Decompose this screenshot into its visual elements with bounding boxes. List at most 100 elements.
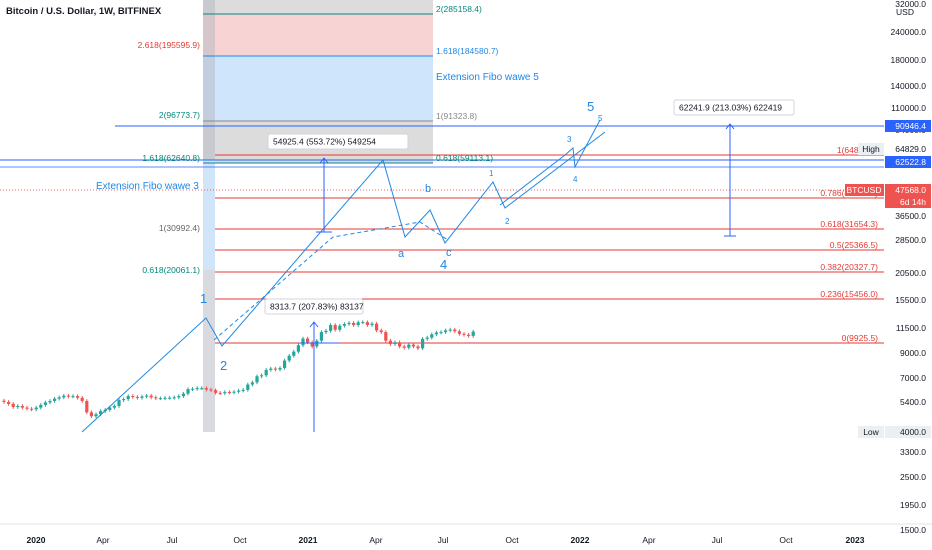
fib-retracement-label: 0(9925.5) [842,333,879,343]
candle-body [361,322,365,324]
time-axis-tick[interactable]: Jul [167,535,178,545]
fib5-zone-blue [203,56,433,121]
target-measure-arrow-head [725,123,735,130]
candle-body [306,338,310,343]
candle-body [296,345,300,352]
fib-retracement-label: 1(64829.0) [837,145,878,155]
candle-body [186,389,190,394]
candle-body [53,398,57,401]
fib3-level-label: 1(30992.4) [159,223,200,233]
candle-body [260,375,264,377]
target-measure-label: 62241.9 (213.03%) 622419 [679,103,782,113]
price-axis-tick[interactable]: 2500.0 [900,472,926,482]
price-axis-tick[interactable]: 110000.0 [891,103,926,113]
candle-body [145,395,149,397]
price-axis-tick[interactable]: 240000.0 [891,27,927,37]
candle-body [444,330,448,333]
candle-body [7,401,11,404]
candle-body [310,342,314,347]
price-axis-tick[interactable]: 1500.0 [900,525,926,535]
candle-body [379,330,383,333]
time-axis[interactable]: 2020 Apr Jul Oct 2021 Apr Jul Oct 2022 Apr Jul Oct 2… [0,523,932,545]
time-axis-tick[interactable]: 2022 [571,535,590,545]
chart-title: Bitcoin / U.S. Dollar, 1W, BITFINEX [6,6,162,17]
candle-body [250,382,254,385]
time-axis-tick[interactable]: 2023 [846,535,865,545]
candle-body [112,405,116,408]
price-axis-tick[interactable]: 9000.0 [900,348,926,358]
fib5-zone-top [203,0,433,14]
price-axis-tick[interactable]: 7000.0 [900,373,926,383]
candle-body [62,395,66,398]
candle-body [283,360,287,368]
time-axis-tick[interactable]: Jul [712,535,723,545]
high-tag-bg [858,143,884,155]
high-value-badge-bg [885,143,931,155]
candle-body [434,332,438,335]
current-price-badge-bg [885,184,931,196]
candle-body [108,407,112,410]
price-axis-tick[interactable]: 15500.0 [895,295,926,305]
time-axis-tick[interactable]: Apr [369,535,382,545]
wave-label-1: 1 [200,291,207,306]
main-wave-path [81,131,606,433]
candle-body [135,396,139,398]
candle-body [181,393,185,397]
price-axis-tick[interactable]: 1950.0 [900,500,926,510]
price-axis-tick[interactable]: 11500.0 [896,323,926,333]
candle-body [16,405,20,408]
wave3-measure-label: 54925.4 (553.72%) 549254 [273,137,376,147]
price-axis-bg[interactable] [884,0,932,550]
candle-body [195,388,199,390]
time-axis-tick[interactable]: Apr [96,535,109,545]
fib5-level-label: 0.618(59113.1) [436,153,493,163]
candle-body [11,403,15,408]
price-axis-tick[interactable]: 3300.0 [900,447,926,457]
wave1-measure-arrow-head [309,321,319,328]
candle-body [384,332,388,341]
time-axis-tick[interactable]: Oct [779,535,793,545]
price-axis-tick[interactable]: 28500.0 [895,235,926,245]
candle-body [370,323,374,325]
candle-body [273,368,277,370]
time-axis-tick[interactable]: Oct [233,535,247,545]
wave-label-4: 4 [440,257,447,272]
candle-body [163,397,167,399]
candle-body [315,340,319,347]
candle-body [425,337,429,339]
level-90946-badge: 90946.4 [895,121,926,131]
candle-body [80,397,84,401]
candle-body [209,389,213,391]
candle-body [237,390,241,392]
price-axis-tick[interactable]: 180000.0 [891,55,927,65]
candle-body [264,369,268,376]
time-axis-tick[interactable]: 2020 [27,535,46,545]
candle-body [411,344,415,347]
fib3-level-label: 1.618(62640.8) [142,153,200,163]
candle-body [365,322,369,325]
price-axis-tick[interactable]: 20500.0 [895,268,926,278]
wave-label-a: a [398,248,405,260]
price-axis-tick[interactable]: 140000.0 [891,81,927,91]
time-axis-tick[interactable]: Apr [642,535,655,545]
price-axis-top-value[interactable]: 32000.0 [895,0,926,9]
wave-label-5: 5 [587,99,594,114]
time-axis-tick[interactable]: Oct [505,535,519,545]
candle-body [462,333,466,335]
corrective-trend-line [213,221,449,341]
fib-retracement-label: 0.382(20327.7) [820,262,878,272]
candle-body [457,331,461,334]
time-axis-tick[interactable]: 2021 [299,535,318,545]
candle-body [89,412,93,417]
candle-body [324,330,328,333]
price-axis-currency: USD [896,7,914,17]
candle-body [278,367,282,370]
price-axis-tick[interactable]: 5400.0 [900,397,926,407]
price-axis-tick[interactable]: 36500.0 [895,211,926,221]
candle-body [342,323,346,326]
time-axis-tick[interactable]: Jul [438,535,449,545]
candle-body [149,395,153,398]
candle-body [25,407,29,409]
